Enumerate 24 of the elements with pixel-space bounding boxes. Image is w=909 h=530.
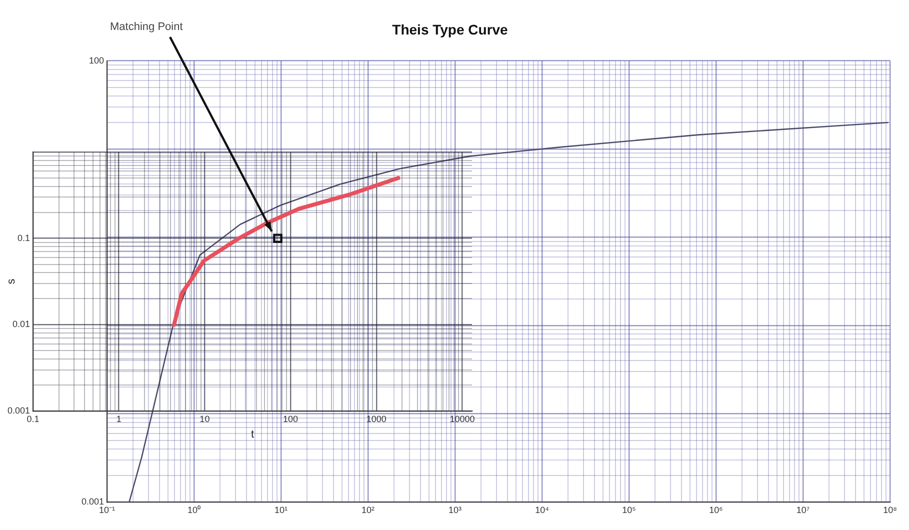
x-tick-label: 10⁻¹	[98, 504, 116, 515]
x-tick-label: 10⁷	[796, 504, 810, 515]
x-tick-label: 10¹	[274, 504, 288, 515]
x-tick-label: 100	[283, 414, 298, 424]
y-axis-title: s	[6, 278, 18, 284]
y-tick-label: 0.001	[7, 405, 30, 416]
x-tick-label: 0.1	[26, 414, 40, 424]
x-tick-label: 1	[116, 414, 122, 424]
text: Matching Point	[110, 21, 183, 34]
x-axis-title: t	[250, 428, 254, 440]
y-tick-label: 0.01	[12, 319, 30, 330]
x-tick-label: 10⁵	[622, 504, 636, 515]
x-tick-label: 10⁶	[709, 504, 724, 515]
x-tick-label: 1000	[366, 414, 386, 424]
x-tick-label: 10³	[448, 504, 462, 515]
x-tick-label: 10	[200, 414, 210, 424]
x-tick-label: 10000	[450, 414, 475, 424]
x-tick-label: 10²	[361, 504, 375, 515]
y-tick-label: 0.1	[17, 232, 30, 243]
chart-title: Theis Type Curve	[392, 21, 508, 38]
x-tick-label: 10⁰	[187, 504, 201, 515]
y-tick-label: 0.001	[81, 496, 104, 506]
x-tick-label: 10⁴	[535, 504, 550, 515]
x-tick-label: 10⁸	[883, 504, 898, 515]
